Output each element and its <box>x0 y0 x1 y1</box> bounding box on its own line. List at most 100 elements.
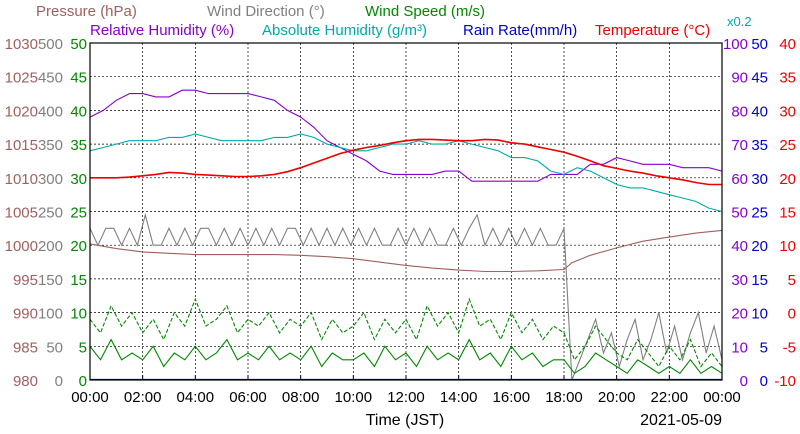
tick-wind-speed: 35 <box>70 137 87 154</box>
series-relative-humidity <box>89 89 723 182</box>
tick-rain: 15 <box>751 272 768 289</box>
x-tick-label: 08:00 <box>282 389 320 406</box>
tick-pressure: 995 <box>13 272 38 289</box>
legend-temperature: Temperature (°C) <box>595 22 710 39</box>
tick-pressure: 1010 <box>5 171 38 188</box>
tick-wind-speed: 10 <box>70 306 87 323</box>
tick-wind-direction: 150 <box>38 272 63 289</box>
legend-wind-speed: Wind Speed (m/s) <box>365 3 485 20</box>
tick-humidity: 20 <box>731 306 748 323</box>
tick-humidity: 30 <box>731 272 748 289</box>
tick-pressure: 1005 <box>5 205 38 222</box>
tick-temperature: 25 <box>779 137 796 154</box>
x-tick-label: 16:00 <box>493 389 531 406</box>
tick-pressure: 1015 <box>5 137 38 154</box>
legend-abs-humidity: Absolute Humidity (g/m³) <box>262 22 427 39</box>
x-tick-label: 22:00 <box>651 389 689 406</box>
tick-pressure: 1030 <box>5 36 38 53</box>
tick-wind-direction: 100 <box>38 306 63 323</box>
tick-wind-direction: 250 <box>38 205 63 222</box>
tick-humidity: 90 <box>731 70 748 87</box>
tick-pressure: 980 <box>13 373 38 390</box>
x-tick-label: 02:00 <box>124 389 162 406</box>
tick-rain: 30 <box>751 171 768 188</box>
tick-wind-speed: 15 <box>70 272 87 289</box>
x-tick-label: 04:00 <box>177 389 215 406</box>
tick-rain: 40 <box>751 103 768 120</box>
tick-wind-speed: 50 <box>70 36 87 53</box>
tick-wind-direction: 300 <box>38 171 63 188</box>
tick-temperature: 20 <box>779 171 796 188</box>
series-pressure <box>89 229 723 273</box>
tick-temperature: -10 <box>774 373 796 390</box>
tick-temperature: 5 <box>788 272 796 289</box>
x-axis-label: Time (JST) <box>366 412 445 429</box>
chart-grid <box>90 43 722 380</box>
x-tick-label: 10:00 <box>335 389 373 406</box>
tick-wind-direction: 350 <box>38 137 63 154</box>
tick-rain: 20 <box>751 238 768 255</box>
tick-humidity: 70 <box>731 137 748 154</box>
date-label: 2021-05-09 <box>640 412 722 429</box>
tick-wind-direction: 400 <box>38 103 63 120</box>
tick-humidity: 10 <box>731 339 748 356</box>
tick-humidity: 80 <box>731 103 748 120</box>
legend-row-2: Relative Humidity (%) Absolute Humidity (… <box>90 14 752 39</box>
tick-humidity: 60 <box>731 171 748 188</box>
tick-wind-direction: 50 <box>46 339 63 356</box>
tick-wind-speed: 20 <box>70 238 87 255</box>
tick-pressure: 985 <box>13 339 38 356</box>
x-tick-label: 18:00 <box>545 389 583 406</box>
series-temperature <box>90 138 722 186</box>
tick-pressure: 1025 <box>5 70 38 87</box>
x-tick-label: 00:00 <box>71 389 109 406</box>
tick-wind-direction: 0 <box>55 373 63 390</box>
tick-rain: 5 <box>760 339 768 356</box>
tick-temperature: 0 <box>788 306 796 323</box>
tick-temperature: 30 <box>779 103 796 120</box>
tick-wind-speed: 40 <box>70 103 87 120</box>
legend-humidity: Relative Humidity (%) <box>90 22 234 39</box>
tick-temperature: 15 <box>779 205 796 222</box>
x-tick-label: 14:00 <box>440 389 478 406</box>
legend-rain: Rain Rate(mm/h) <box>463 22 577 39</box>
tick-rain: 10 <box>751 306 768 323</box>
tick-wind-speed: 30 <box>70 171 87 188</box>
tick-rain: 25 <box>751 205 768 222</box>
x-tick-label: 00:00 <box>703 389 741 406</box>
tick-rain: 50 <box>751 36 768 53</box>
series-wind-speed-solid <box>89 338 723 375</box>
left-axes: 1030102510201015101010051000995990985980… <box>5 36 87 390</box>
tick-temperature: 10 <box>779 238 796 255</box>
tick-wind-direction: 450 <box>38 70 63 87</box>
legend-row-1: Pressure (hPa) Wind Direction (°) Wind Spe… <box>36 3 485 20</box>
tick-wind-speed: 25 <box>70 205 87 222</box>
tick-humidity: 40 <box>731 238 748 255</box>
abs-humidity-scale-note: x0.2 <box>727 14 752 29</box>
tick-wind-direction: 200 <box>38 238 63 255</box>
tick-wind-speed: 0 <box>79 373 87 390</box>
tick-humidity: 50 <box>731 205 748 222</box>
series-wind-direction <box>89 212 723 381</box>
tick-wind-speed: 5 <box>79 339 87 356</box>
tick-humidity: 0 <box>740 373 748 390</box>
x-tick-label: 12:00 <box>387 389 425 406</box>
tick-rain: 45 <box>751 70 768 87</box>
tick-temperature: 35 <box>779 70 796 87</box>
tick-temperature: -5 <box>783 339 796 356</box>
series-wind-speed-dashed <box>89 297 723 368</box>
tick-pressure: 1000 <box>5 238 38 255</box>
legend-wind-direction: Wind Direction (°) <box>207 3 325 20</box>
right-axes: 1009080706050403020100504540353025201510… <box>723 36 796 390</box>
x-tick-label: 20:00 <box>598 389 636 406</box>
series-absolute-humidity <box>89 133 723 213</box>
tick-pressure: 990 <box>13 306 38 323</box>
x-tick-label: 06:00 <box>229 389 267 406</box>
legend-pressure: Pressure (hPa) <box>36 3 137 20</box>
tick-temperature: 40 <box>779 36 796 53</box>
x-axis: 00:00 02:00 04:00 06:00 08:00 10:00 12:00 14:00… <box>71 375 741 406</box>
tick-pressure: 1020 <box>5 103 38 120</box>
tick-rain: 0 <box>760 373 768 390</box>
tick-humidity: 100 <box>723 36 748 53</box>
